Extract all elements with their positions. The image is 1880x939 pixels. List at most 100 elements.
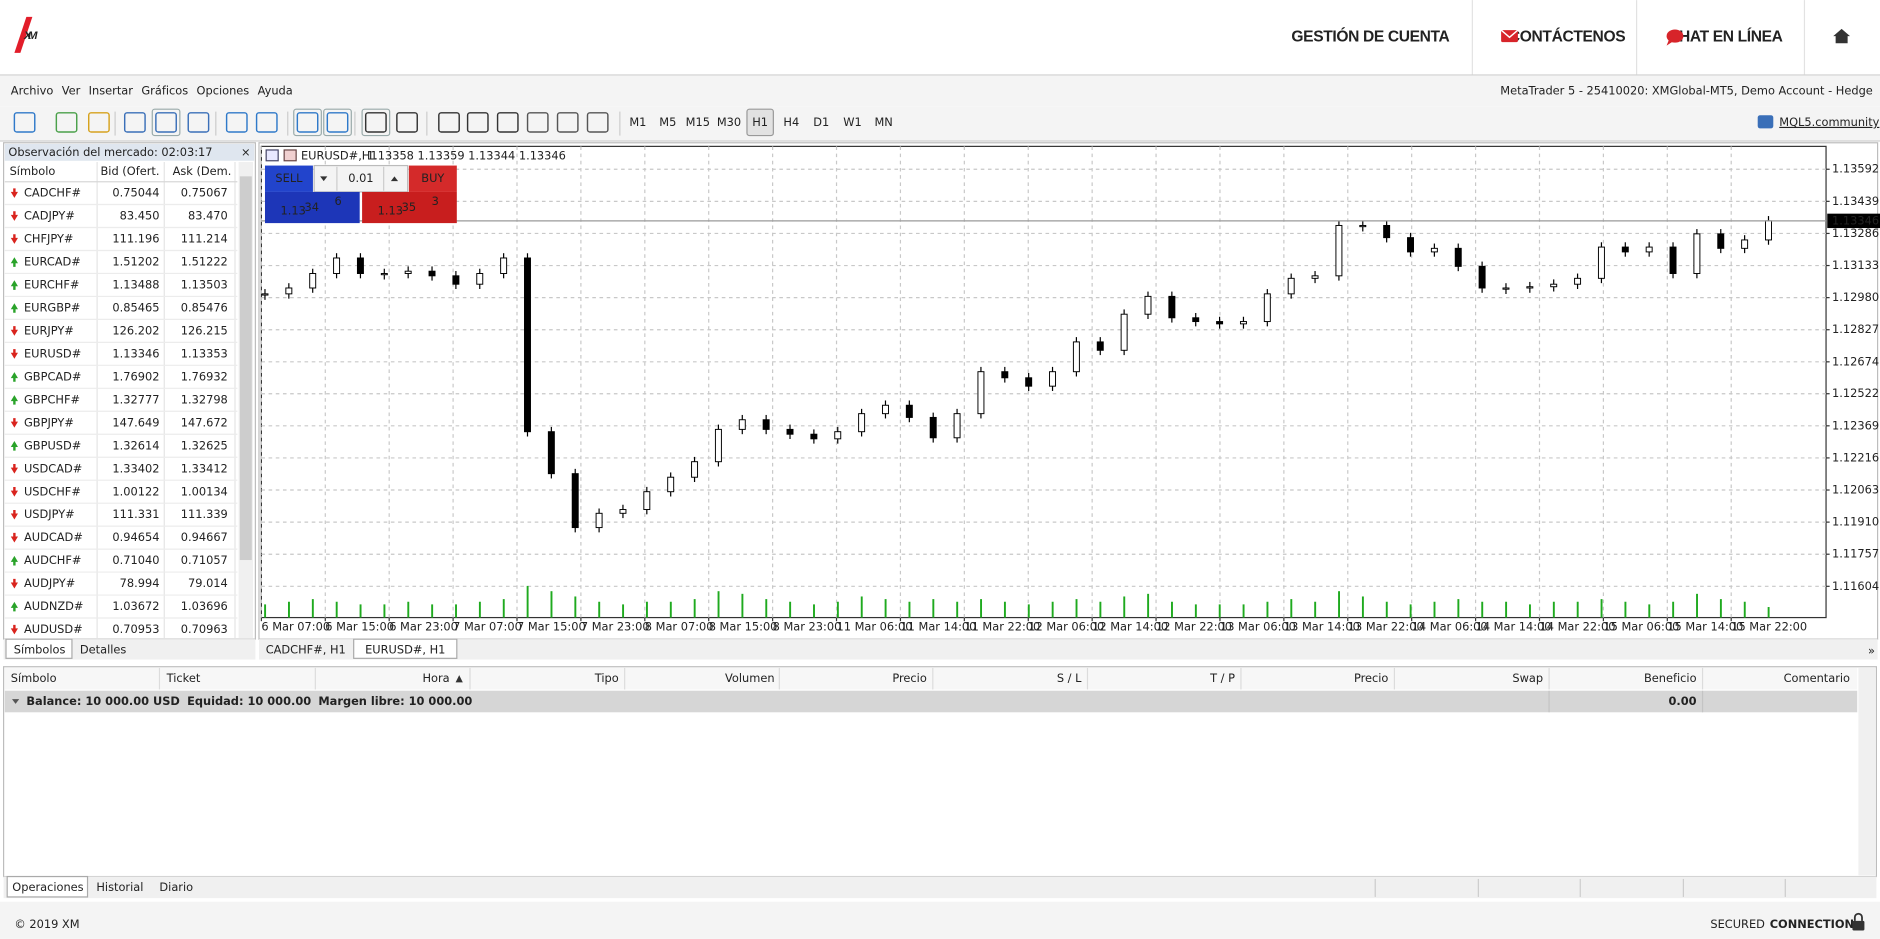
- menu-item[interactable]: Archivo: [11, 84, 54, 98]
- candle-body: [595, 512, 603, 529]
- nav-link[interactable]: GESTIÓN DE CUENTA: [1291, 26, 1450, 45]
- symbol[interactable]: GBPJPY#: [24, 415, 74, 429]
- price-main: 35: [402, 200, 416, 214]
- bid: 0.94654: [112, 530, 159, 544]
- column-header[interactable]: Precio: [892, 671, 926, 685]
- column-header[interactable]: Ticket: [166, 671, 201, 685]
- arrow-down: [10, 326, 18, 336]
- symbol[interactable]: AUDUSD#: [24, 622, 83, 636]
- symbol[interactable]: USDCHF#: [24, 484, 81, 498]
- toolbar-icon: [526, 112, 549, 133]
- menu-item[interactable]: Gráficos: [141, 84, 188, 98]
- symbol[interactable]: EURJPY#: [24, 323, 74, 337]
- menu-item[interactable]: Insertar: [89, 84, 134, 98]
- bid: 0.75044: [112, 186, 159, 200]
- close-button[interactable]: ×: [241, 145, 251, 159]
- column-header[interactable]: Ask (Dem.: [173, 164, 232, 178]
- x-tick-label: 7 Mar 23:00: [581, 620, 650, 634]
- volume-bar: [956, 601, 959, 618]
- symbol[interactable]: GBPCHF#: [24, 392, 80, 406]
- symbol[interactable]: CADJPY#: [24, 209, 75, 223]
- chat-icon: [1666, 29, 1684, 43]
- symbol[interactable]: CADCHF#: [24, 186, 81, 200]
- symbol[interactable]: EURGBP#: [24, 300, 80, 314]
- x-tick-label: 15 Mar 06:00: [1603, 620, 1679, 634]
- volume-bar: [1218, 604, 1221, 618]
- symbol[interactable]: EURUSD#: [24, 346, 81, 360]
- column-header[interactable]: Símbolo: [11, 671, 57, 685]
- timeframe[interactable]: M15: [686, 115, 710, 129]
- column-header[interactable]: Comentario: [1784, 671, 1850, 685]
- symbol[interactable]: AUDCHF#: [24, 553, 81, 567]
- menu-item[interactable]: Ayuda: [258, 84, 293, 98]
- community-link[interactable]: MQL5.community: [1779, 115, 1879, 129]
- chart-tab[interactable]: EURUSD#, H1: [365, 642, 445, 656]
- timeframe[interactable]: H1: [752, 115, 768, 129]
- column-header[interactable]: Swap: [1512, 671, 1543, 685]
- lot-down[interactable]: [320, 176, 328, 182]
- column-header[interactable]: Hora: [422, 671, 449, 685]
- y-tick-label: 1.13592: [1832, 162, 1879, 176]
- arrow-up: [10, 601, 18, 612]
- column-header[interactable]: Símbolo: [10, 164, 56, 178]
- buy-label[interactable]: BUY: [421, 171, 444, 185]
- tab[interactable]: Diario: [159, 880, 193, 894]
- symbol[interactable]: AUDJPY#: [24, 576, 75, 590]
- column-header[interactable]: S / L: [1057, 671, 1082, 685]
- timeframe[interactable]: W1: [843, 115, 861, 129]
- nav-link[interactable]: CHAT EN LÍNEA: [1668, 26, 1783, 45]
- timeframe[interactable]: D1: [813, 115, 829, 129]
- timeframe[interactable]: MN: [874, 115, 892, 129]
- symbol[interactable]: EURCHF#: [24, 278, 79, 292]
- symbol[interactable]: USDJPY#: [24, 507, 75, 521]
- column-header[interactable]: Tipo: [594, 671, 619, 685]
- chart-tab[interactable]: CADCHF#, H1: [266, 642, 346, 656]
- symbol[interactable]: GBPCAD#: [24, 369, 81, 383]
- timeframe[interactable]: H4: [783, 115, 799, 129]
- ask: 0.75067: [181, 186, 228, 200]
- bid: 0.85465: [112, 300, 159, 314]
- lot-up[interactable]: [390, 176, 399, 182]
- column-header[interactable]: T / P: [1209, 671, 1235, 685]
- candle-body: [380, 273, 388, 276]
- column-header[interactable]: Volumen: [725, 671, 775, 685]
- candle-body: [404, 270, 412, 274]
- symbol[interactable]: AUDCAD#: [24, 530, 83, 544]
- volume-bar: [1099, 601, 1102, 618]
- symbol[interactable]: GBPUSD#: [24, 438, 81, 452]
- timeframe[interactable]: M1: [629, 115, 646, 129]
- volume-bar: [765, 599, 768, 618]
- symbol[interactable]: CHFJPY#: [24, 232, 73, 246]
- tab[interactable]: Operaciones: [12, 880, 83, 894]
- candle-body: [500, 257, 508, 274]
- sell-label[interactable]: SELL: [275, 171, 303, 185]
- volume-bar: [1481, 601, 1484, 618]
- y-tick-label: 1.11757: [1832, 547, 1879, 561]
- column-header[interactable]: Precio: [1354, 671, 1388, 685]
- tab[interactable]: Detalles: [80, 642, 127, 656]
- timeframe[interactable]: M5: [659, 115, 676, 129]
- column-header[interactable]: Beneficio: [1644, 671, 1697, 685]
- volume-bar: [264, 604, 267, 618]
- tab[interactable]: Historial: [96, 880, 143, 894]
- symbol[interactable]: USDCAD#: [24, 461, 82, 475]
- ask: 1.13353: [181, 346, 228, 360]
- column-header[interactable]: Bid (Ofert.: [101, 164, 160, 178]
- tab[interactable]: Símbolos: [14, 642, 66, 656]
- toolbar-icon: [296, 112, 319, 133]
- home-icon[interactable]: [1833, 28, 1851, 44]
- bid: 1.03672: [112, 599, 159, 613]
- arrow-down: [10, 418, 18, 428]
- menu-item[interactable]: Opciones: [197, 84, 250, 98]
- lot-size[interactable]: 0.01: [348, 171, 373, 185]
- nav-link[interactable]: CONTÁCTENOS: [1509, 26, 1626, 45]
- arrow-up: [10, 280, 18, 290]
- candle-body: [1478, 265, 1486, 289]
- market-watch-title-bar: [4, 143, 255, 161]
- bid: 0.70953: [112, 622, 159, 636]
- menu-item[interactable]: Ver: [62, 84, 81, 98]
- symbol[interactable]: EURCAD#: [24, 255, 81, 269]
- tabs-scroll[interactable]: »: [1868, 644, 1875, 658]
- symbol[interactable]: AUDNZD#: [24, 599, 83, 613]
- timeframe[interactable]: M30: [717, 115, 741, 129]
